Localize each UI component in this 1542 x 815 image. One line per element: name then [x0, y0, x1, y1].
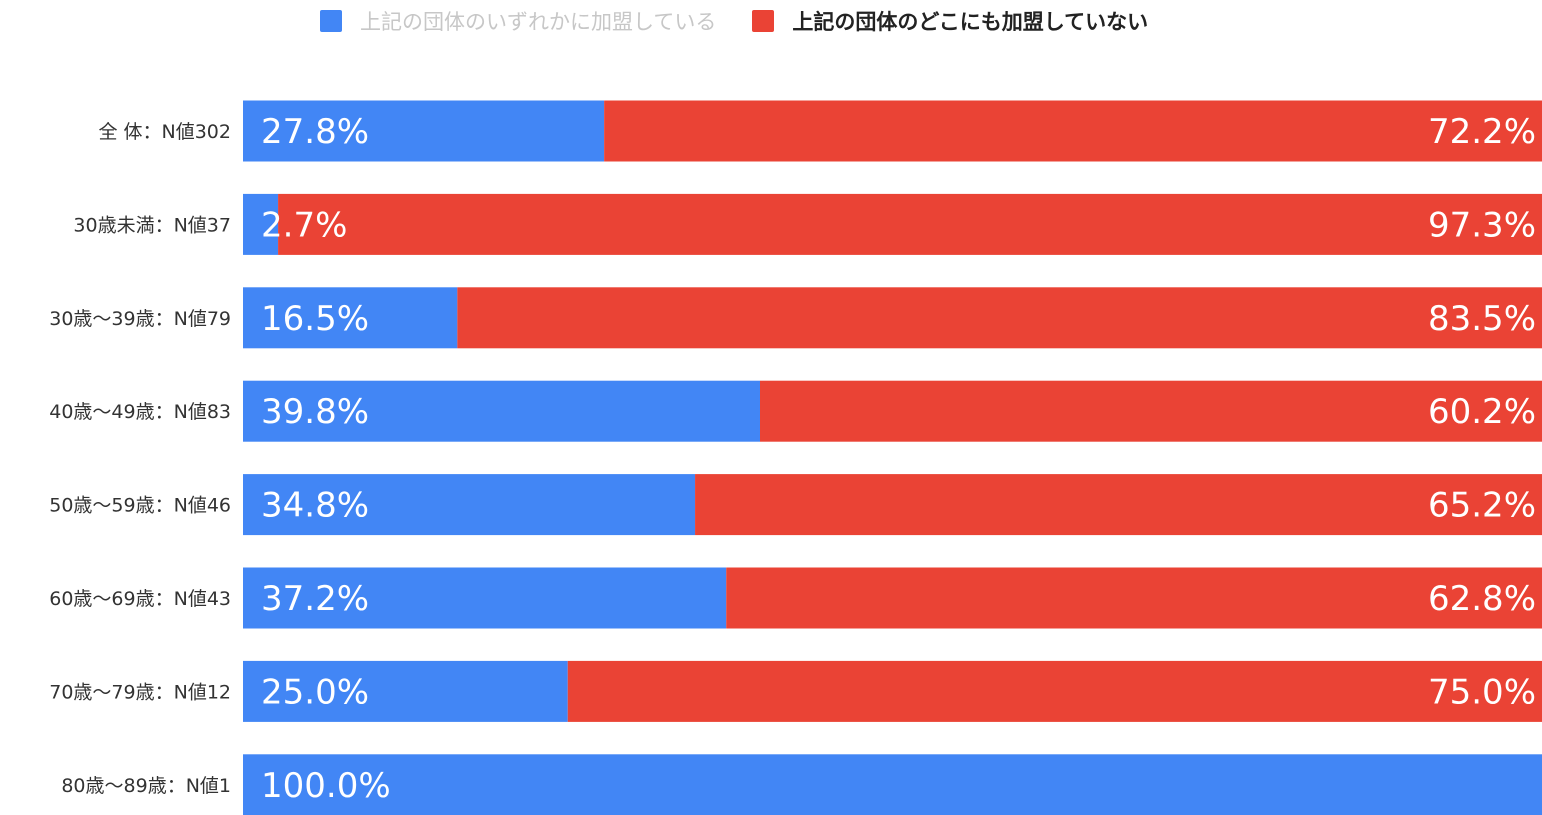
data-label-not-joined: 72.2%	[1428, 112, 1536, 152]
category-label: 70歳～79歳：N値12	[49, 681, 231, 703]
bar-not-joined[interactable]	[695, 474, 1542, 536]
legend-item-not-joined[interactable]: 上記の団体のどこにも加盟していない	[752, 6, 1148, 36]
bar-not-joined[interactable]	[726, 567, 1542, 629]
data-label-not-joined: 62.8%	[1428, 579, 1536, 619]
category-label: 30歳未満：N値37	[73, 214, 231, 236]
category-label: 40歳～49歳：N値83	[49, 401, 231, 423]
category-label: 50歳～59歳：N値46	[49, 495, 231, 517]
category-label: 30歳～39歳：N値79	[49, 308, 231, 330]
data-label-not-joined: 75.0%	[1428, 672, 1536, 712]
data-label-joined: 16.5%	[261, 299, 369, 339]
legend-label-not-joined: 上記の団体のどこにも加盟していない	[792, 10, 1149, 34]
legend: 上記の団体のいずれかに加盟している 上記の団体のどこにも加盟していない	[320, 6, 1184, 36]
data-label-joined: 34.8%	[261, 486, 369, 526]
category-label: 60歳～69歳：N値43	[49, 588, 231, 610]
bar-not-joined[interactable]	[278, 193, 1542, 255]
bar-joined[interactable]	[243, 193, 279, 255]
bar-joined[interactable]	[243, 567, 727, 629]
bar-not-joined[interactable]	[567, 660, 1542, 722]
bar-not-joined[interactable]	[604, 100, 1542, 162]
data-label-joined: 100.0%	[261, 766, 391, 806]
data-label-joined: 39.8%	[261, 392, 369, 432]
category-label: 80歳～89歳：N値1	[61, 775, 231, 797]
legend-label-joined: 上記の団体のいずれかに加盟している	[360, 10, 717, 34]
bar-joined[interactable]	[243, 287, 458, 349]
data-label-joined: 27.8%	[261, 112, 369, 152]
data-label-joined: 37.2%	[261, 579, 369, 619]
bar-joined[interactable]	[243, 660, 568, 722]
bar-joined[interactable]	[243, 100, 605, 162]
bar-joined[interactable]	[243, 380, 761, 442]
bar-not-joined[interactable]	[457, 287, 1542, 349]
bar-joined[interactable]	[243, 754, 1542, 815]
data-label-not-joined: 65.2%	[1428, 486, 1536, 526]
legend-swatch-joined	[320, 10, 342, 32]
data-label-not-joined: 60.2%	[1428, 392, 1536, 432]
category-label: 全 体：N値302	[98, 121, 231, 143]
data-label-not-joined: 83.5%	[1428, 299, 1536, 339]
data-label-joined: 25.0%	[261, 672, 369, 712]
legend-swatch-not-joined	[752, 10, 775, 32]
legend-item-joined[interactable]: 上記の団体のいずれかに加盟している	[320, 6, 716, 36]
data-label-not-joined: 97.3%	[1428, 205, 1536, 245]
bar-joined[interactable]	[243, 474, 696, 536]
bar-not-joined[interactable]	[760, 380, 1542, 442]
data-label-joined: 2.7%	[261, 205, 347, 245]
